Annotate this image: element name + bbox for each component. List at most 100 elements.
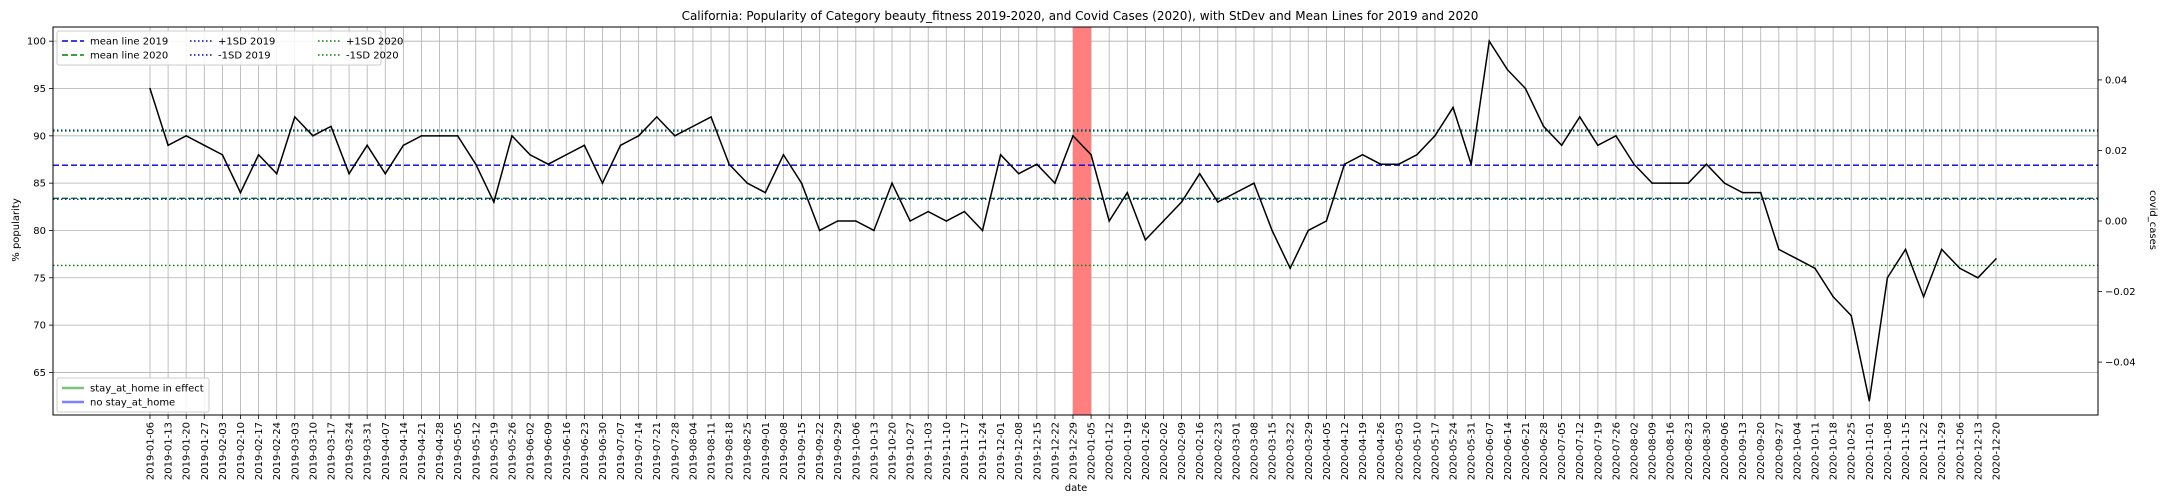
x-tick-label: 2020-12-13 [1973, 422, 1984, 480]
x-tick-label: 2019-05-12 [471, 422, 482, 480]
data-point [1036, 163, 1038, 166]
y2-tick-label: 0.00 [2105, 217, 2127, 228]
x-tick-label: 2019-09-08 [779, 422, 790, 480]
data-point [221, 153, 224, 156]
data-point [1796, 258, 1798, 260]
x-tick-label: 2020-02-23 [1213, 422, 1224, 480]
data-point [1216, 201, 1219, 203]
x-tick-label: 2019-03-31 [363, 422, 374, 480]
plot-area: 2019-01-06 2019-01-13 2019-01-20 2019-01-27… [27, 26, 2136, 480]
x-tick-label: 2020-04-26 [1376, 422, 1387, 480]
data-point [366, 144, 368, 147]
data-point [945, 220, 948, 222]
x-tick-label: 2019-03-24 [345, 422, 356, 480]
x-tick-label: 2019-04-14 [399, 422, 410, 480]
x-tick-label: 2020-10-18 [1829, 422, 1840, 480]
x-tick-label: 2019-11-17 [960, 422, 971, 480]
data-point [1054, 182, 1056, 184]
data-point [1778, 248, 1780, 251]
x-tick-label: 2019-07-07 [616, 422, 627, 480]
x-tick-label: 2019-04-21 [417, 422, 428, 480]
y-tick-label: 90 [33, 131, 46, 142]
data-point [149, 87, 151, 90]
data-point [456, 135, 459, 137]
x-tick-label: 2020-03-22 [1286, 422, 1297, 480]
data-point [167, 144, 169, 147]
x-tick-label: 2019-10-13 [869, 422, 880, 480]
x-tick-label: 2020-03-08 [1249, 422, 1260, 480]
x-tick-label: 2019-07-14 [634, 422, 645, 480]
legend-bottom-box [56, 377, 210, 413]
y-tick-label: 70 [33, 321, 46, 332]
x-tick-label: 2019-11-24 [978, 422, 989, 480]
data-point [1723, 182, 1726, 184]
data-point [1488, 40, 1491, 42]
data-point [565, 153, 568, 156]
data-point [1235, 191, 1237, 194]
data-point [1759, 191, 1762, 194]
x-tick-label: 2020-10-11 [1811, 422, 1822, 480]
x-tick-label: 2019-04-28 [435, 422, 446, 480]
x-tick-label: 2019-12-29 [1069, 422, 1080, 480]
y-axis-title: % popularity [11, 198, 22, 262]
x-tick-label: 2020-06-21 [1521, 422, 1532, 480]
data-point [782, 153, 785, 156]
data-point [601, 182, 604, 184]
y2-axis-title: covid_cases [2147, 190, 2158, 250]
x-tick-label: 2020-12-20 [1992, 422, 2003, 480]
x-tick-label: 2019-08-18 [725, 422, 736, 480]
x-tick-label: 2020-06-07 [1485, 422, 1496, 480]
data-point [1578, 116, 1581, 118]
x-tick-label: 2020-04-19 [1358, 422, 1369, 480]
data-point [420, 135, 423, 137]
x-tick-label: 2020-06-28 [1539, 422, 1550, 480]
data-point [1669, 182, 1672, 184]
stay-at-home-band [1073, 27, 1092, 415]
data-point [1108, 220, 1110, 222]
data-point [1868, 400, 1871, 402]
legend-label: mean line 2020 [90, 51, 168, 62]
data-point [529, 153, 531, 156]
x-tick-label: 2019-10-20 [888, 422, 899, 480]
data-point [547, 163, 549, 166]
x-tick-label: 2019-09-29 [833, 422, 844, 480]
x-tick-label: 2019-02-03 [218, 422, 229, 480]
x-tick-label: 2020-07-19 [1593, 422, 1604, 480]
x-tick-label: 2020-05-03 [1394, 422, 1405, 480]
x-tick-label: 2019-03-03 [290, 422, 301, 480]
data-point [1741, 191, 1744, 194]
x-tick-label: 2019-06-09 [544, 422, 555, 480]
data-point [583, 144, 586, 147]
data-point [1180, 201, 1183, 203]
data-point [1615, 135, 1617, 137]
data-point [1886, 276, 1889, 279]
data-point [1162, 220, 1165, 222]
x-tick-label: 2020-05-24 [1449, 422, 1460, 480]
data-point [1651, 182, 1653, 184]
data-point [1904, 248, 1907, 251]
data-point [873, 229, 875, 232]
y-tick-label: 95 [33, 84, 46, 95]
x-tick-label: 2020-11-01 [1865, 422, 1876, 480]
data-point [619, 144, 622, 147]
x-tick-label: 2020-08-23 [1684, 422, 1695, 480]
data-point [1597, 144, 1599, 147]
x-tick-label: 2019-06-30 [598, 422, 609, 480]
data-point [1271, 229, 1273, 232]
data-point [1325, 220, 1328, 222]
data-point [655, 116, 658, 118]
data-point [1995, 258, 1997, 260]
x-tick-label: 2019-07-28 [670, 422, 681, 480]
x-tick-label: 2020-11-22 [1919, 422, 1930, 480]
legend-label: -1SD 2019 [218, 51, 271, 62]
data-point [1506, 68, 1509, 71]
data-point [1307, 229, 1310, 232]
x-tick-label: 2020-08-30 [1702, 422, 1713, 480]
y-tick-label: 85 [33, 179, 46, 190]
data-point [1977, 276, 1979, 279]
x-tick-label: 2020-04-12 [1340, 422, 1351, 480]
data-point [855, 220, 857, 222]
legend-label: stay_at_home in effect [90, 384, 204, 395]
x-tick-label: 2019-02-24 [272, 422, 283, 480]
